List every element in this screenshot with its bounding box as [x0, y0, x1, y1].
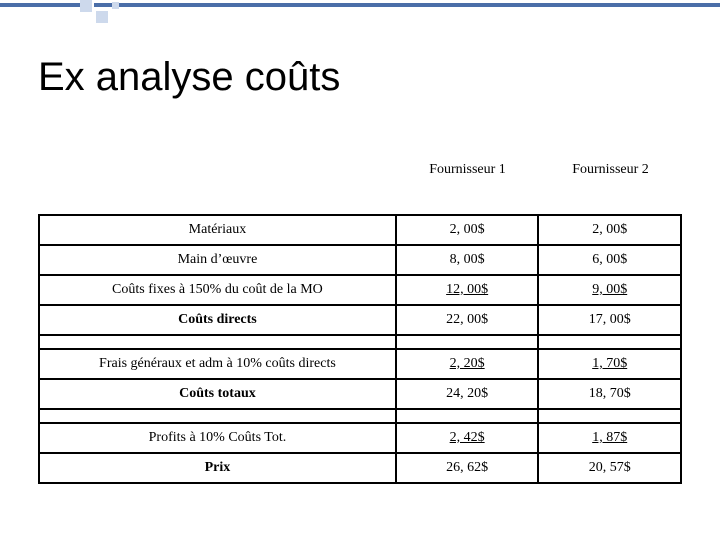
row-value-1: 8, 00$ [396, 245, 539, 275]
col-header-1: Fournisseur 1 [396, 162, 539, 178]
deco-square [112, 2, 119, 9]
table-row: Main d’œuvre8, 00$6, 00$ [39, 245, 681, 275]
row-value-1: 24, 20$ [396, 379, 539, 409]
deco-square [96, 11, 108, 23]
separator-cell [39, 409, 396, 423]
row-label: Main d’œuvre [39, 245, 396, 275]
row-value-1: 12, 00$ [396, 275, 539, 305]
table-row: Profits à 10% Coûts Tot.2, 42$1, 87$ [39, 423, 681, 453]
row-value-2: 17, 00$ [538, 305, 681, 335]
header-spacer [38, 162, 396, 178]
row-value-1: 2, 00$ [396, 215, 539, 245]
row-value-1: 26, 62$ [396, 453, 539, 483]
separator-cell [396, 409, 539, 423]
row-value-2: 1, 70$ [538, 349, 681, 379]
page-title: Ex analyse coûts [38, 55, 340, 100]
col-header-2: Fournisseur 2 [539, 162, 682, 178]
deco-bar [94, 3, 720, 7]
row-value-2: 2, 00$ [538, 215, 681, 245]
table-row [39, 335, 681, 349]
row-value-2: 9, 00$ [538, 275, 681, 305]
table-row: Coûts directs22, 00$17, 00$ [39, 305, 681, 335]
row-value-1: 22, 00$ [396, 305, 539, 335]
row-label: Frais généraux et adm à 10% coûts direct… [39, 349, 396, 379]
row-label: Prix [39, 453, 396, 483]
row-value-2: 18, 70$ [538, 379, 681, 409]
slide-decoration [0, 0, 720, 28]
table-row [39, 409, 681, 423]
row-value-1: 2, 42$ [396, 423, 539, 453]
row-label: Coûts totaux [39, 379, 396, 409]
row-label: Coûts fixes à 150% du coût de la MO [39, 275, 396, 305]
separator-cell [538, 409, 681, 423]
table-header: Fournisseur 1 Fournisseur 2 [38, 162, 682, 178]
row-value-1: 2, 20$ [396, 349, 539, 379]
cost-table: Matériaux2, 00$2, 00$Main d’œuvre8, 00$6… [38, 214, 682, 484]
separator-cell [39, 335, 396, 349]
row-value-2: 20, 57$ [538, 453, 681, 483]
row-label: Profits à 10% Coûts Tot. [39, 423, 396, 453]
deco-square [80, 0, 92, 12]
table-row: Frais généraux et adm à 10% coûts direct… [39, 349, 681, 379]
table-row: Coûts fixes à 150% du coût de la MO12, 0… [39, 275, 681, 305]
table-row: Prix26, 62$20, 57$ [39, 453, 681, 483]
deco-bar [0, 3, 80, 7]
table-row: Matériaux2, 00$2, 00$ [39, 215, 681, 245]
row-value-2: 1, 87$ [538, 423, 681, 453]
row-label: Coûts directs [39, 305, 396, 335]
row-label: Matériaux [39, 215, 396, 245]
table-row: Coûts totaux24, 20$18, 70$ [39, 379, 681, 409]
separator-cell [538, 335, 681, 349]
separator-cell [396, 335, 539, 349]
row-value-2: 6, 00$ [538, 245, 681, 275]
